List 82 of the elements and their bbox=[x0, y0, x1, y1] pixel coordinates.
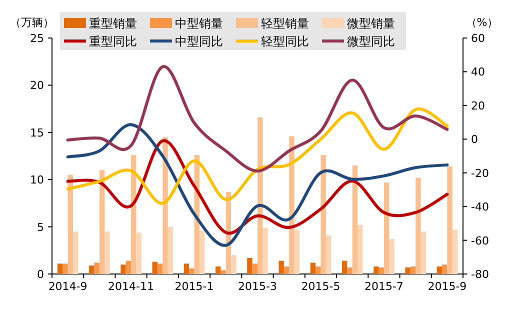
x-tick-label: 2015-9 bbox=[428, 280, 467, 293]
bar bbox=[310, 262, 316, 274]
line-series bbox=[66, 139, 449, 235]
legend-label: 轻型销量 bbox=[261, 16, 309, 30]
bar bbox=[62, 264, 68, 274]
bar bbox=[162, 137, 168, 274]
y2-tick-label: -80 bbox=[471, 268, 489, 281]
y-tick-label: 20 bbox=[30, 79, 44, 92]
bar bbox=[342, 260, 348, 274]
y2-axis-title: （%） bbox=[466, 16, 498, 29]
bar bbox=[89, 266, 94, 274]
bar bbox=[120, 264, 126, 274]
bar bbox=[352, 165, 358, 274]
legend-label: 中型同比 bbox=[175, 34, 223, 48]
legend-label: 中型销量 bbox=[175, 16, 223, 30]
x-tick-label: 2015-7 bbox=[364, 280, 404, 293]
x-tick-label: 2015-5 bbox=[301, 280, 340, 293]
bar bbox=[442, 264, 448, 274]
x-tick-label: 2015-3 bbox=[238, 280, 277, 293]
bar bbox=[320, 155, 326, 274]
bar bbox=[215, 266, 221, 274]
bar bbox=[452, 230, 458, 274]
bar bbox=[294, 230, 300, 274]
bar bbox=[447, 166, 452, 274]
y-tick-label: 10 bbox=[30, 174, 44, 187]
bar bbox=[262, 228, 268, 274]
bar bbox=[416, 178, 421, 274]
line-series bbox=[66, 65, 449, 173]
bar bbox=[199, 230, 205, 274]
bar bbox=[436, 266, 442, 274]
bar bbox=[374, 266, 379, 274]
y2-tick-label: -20 bbox=[471, 166, 489, 180]
bar bbox=[420, 232, 426, 274]
bar bbox=[184, 264, 190, 274]
bar bbox=[316, 266, 321, 274]
bar bbox=[189, 268, 194, 274]
bar bbox=[347, 267, 352, 274]
line-series bbox=[66, 123, 449, 247]
bar bbox=[157, 264, 163, 274]
legend-label: 重型同比 bbox=[89, 34, 137, 48]
y2-tick-label: 0 bbox=[471, 133, 478, 146]
bar bbox=[405, 267, 410, 274]
y2-tick-label: 20 bbox=[471, 99, 485, 112]
y2-tick-label: 40 bbox=[471, 66, 485, 79]
bar bbox=[326, 235, 332, 274]
y-axis-title: （万辆） bbox=[10, 16, 54, 29]
bar bbox=[168, 226, 174, 274]
bar bbox=[278, 260, 284, 274]
legend-label: 微型同比 bbox=[347, 34, 395, 48]
bar bbox=[136, 232, 142, 274]
x-tick-label: 2015-1 bbox=[174, 280, 214, 293]
legend-label: 重型销量 bbox=[89, 16, 137, 30]
y-tick-label: 5 bbox=[37, 220, 44, 234]
bar bbox=[68, 174, 74, 274]
line-series bbox=[66, 108, 449, 205]
y2-tick-label: 60 bbox=[471, 32, 485, 45]
y-tick-label: 0 bbox=[37, 268, 44, 281]
bar bbox=[126, 260, 132, 274]
bar bbox=[152, 262, 158, 274]
x-tick-label: 2014-9 bbox=[48, 280, 88, 293]
bar bbox=[57, 264, 63, 274]
bar bbox=[104, 232, 110, 274]
bar bbox=[99, 170, 105, 274]
y-tick-label: 15 bbox=[30, 126, 44, 140]
bar bbox=[389, 239, 394, 274]
x-tick-label: 2014-11 bbox=[108, 280, 154, 293]
bar bbox=[284, 266, 290, 274]
bar bbox=[73, 232, 78, 274]
bar bbox=[410, 266, 416, 274]
bar bbox=[378, 267, 384, 274]
bar bbox=[252, 264, 258, 274]
y2-tick-label: -60 bbox=[471, 234, 489, 248]
bar bbox=[220, 270, 226, 274]
y-tick-label: 25 bbox=[30, 32, 44, 45]
bar bbox=[384, 182, 390, 274]
bar bbox=[358, 224, 363, 274]
legend-label: 轻型同比 bbox=[261, 34, 309, 48]
bar bbox=[247, 258, 252, 274]
legend-label: 微型销量 bbox=[347, 16, 395, 30]
bar bbox=[231, 255, 236, 274]
y2-tick-label: -40 bbox=[471, 200, 489, 214]
bar bbox=[94, 262, 100, 274]
